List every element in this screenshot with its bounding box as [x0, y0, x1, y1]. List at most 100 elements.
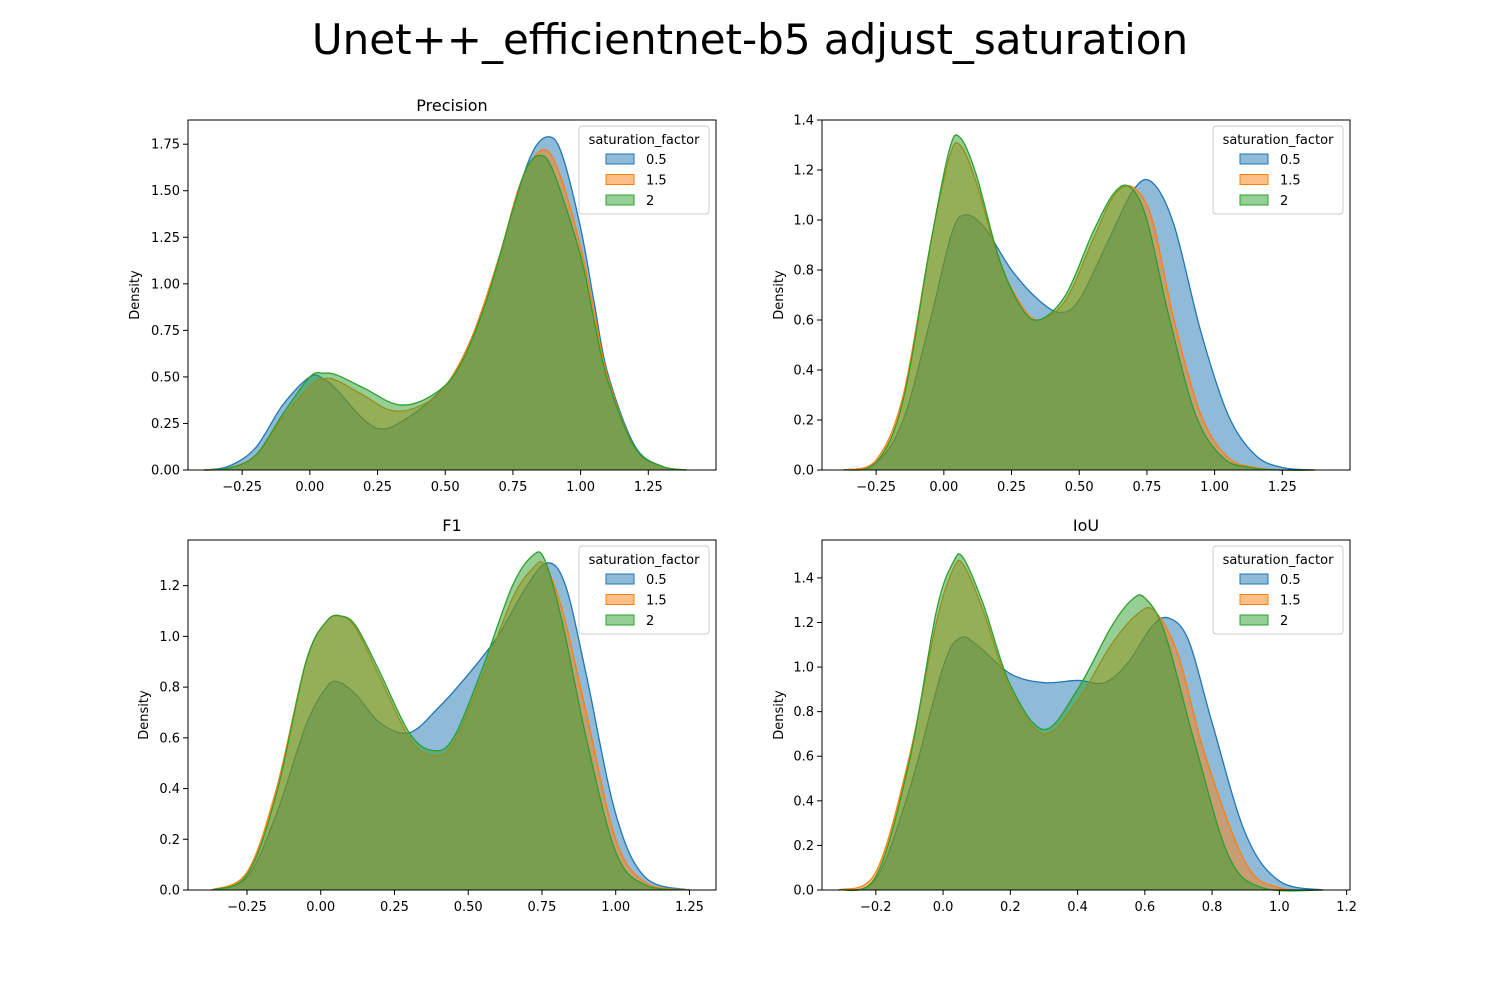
y-tick-label: 0.6	[793, 314, 814, 329]
y-tick-label: 0.00	[151, 464, 180, 479]
y-tick-label: 0.50	[151, 370, 180, 385]
x-tick-label: 1.00	[1200, 480, 1229, 495]
legend: saturation_factor 0.5 1.5 2	[1212, 545, 1344, 635]
legend-swatch-0.5	[605, 153, 635, 165]
y-tick-label: 1.0	[793, 214, 814, 229]
y-tick-label: 0.4	[793, 364, 814, 379]
series-line-2	[204, 154, 687, 471]
x-tick-label: 1.00	[601, 900, 630, 915]
y-tick-label: 0.8	[793, 264, 814, 279]
y-tick-label: 0.4	[159, 782, 180, 797]
legend-label-0.5: 0.5	[1280, 573, 1301, 588]
legend-label-1.5: 1.5	[1280, 594, 1301, 609]
legend-box	[578, 545, 710, 635]
series-area-2	[211, 551, 690, 890]
y-tick-label: 0.4	[793, 794, 814, 809]
y-tick-label: 0.2	[793, 414, 814, 429]
legend: saturation_factor 0.5 1.5 2	[1212, 125, 1344, 215]
series-area-2	[843, 134, 1315, 471]
legend-swatch-2	[1239, 194, 1269, 206]
x-tick-label: 0.50	[1065, 480, 1094, 495]
y-axis-label: Density	[128, 270, 143, 320]
y-axis-label: Density	[137, 690, 152, 740]
x-tick-label: 0.8	[1202, 900, 1223, 915]
legend-title: saturation_factor	[1223, 133, 1335, 148]
legend-box	[578, 125, 710, 215]
legend: saturation_factor 0.5 1.5 2	[578, 545, 710, 635]
series-line-2	[843, 134, 1315, 471]
legend-swatch-2	[1239, 614, 1269, 626]
x-tick-label: 0.00	[295, 480, 324, 495]
x-tick-label: 1.2	[1336, 900, 1357, 915]
series-line-2	[838, 553, 1324, 892]
x-tick-label: 1.25	[634, 480, 663, 495]
y-axis-label: Density	[772, 690, 787, 740]
chart-panel-3: −0.25 0.00 0.25 0.50 0.75 1.00 1.25 0.0 0.2 0.4 0.…	[137, 516, 717, 915]
legend-swatch-2	[605, 614, 635, 626]
panel-title: IoU	[1073, 516, 1099, 535]
x-tick-label: 0.75	[1132, 480, 1161, 495]
legend-label-1.5: 1.5	[646, 174, 667, 189]
x-tick-label: 0.0	[933, 900, 954, 915]
axes-frame	[187, 539, 717, 891]
x-tick-label: −0.2	[860, 900, 892, 915]
x-tick-label: 1.0	[1269, 900, 1290, 915]
y-tick-label: 0.6	[793, 750, 814, 765]
legend-title: saturation_factor	[589, 133, 701, 148]
legend-box	[1212, 125, 1344, 215]
y-tick-label: 0.75	[151, 324, 180, 339]
series-area-2	[838, 553, 1324, 891]
x-tick-label: −0.25	[227, 900, 267, 915]
x-tick-label: 0.25	[363, 480, 392, 495]
y-tick-label: 0.8	[159, 681, 180, 696]
y-tick-label: 1.2	[793, 164, 814, 179]
panels-container: −0.25 0.00 0.25 0.50 0.75 1.00 1.25 0.00 0.25 0.5…	[128, 96, 1357, 915]
x-tick-label: 0.00	[929, 480, 958, 495]
x-tick-label: 0.25	[380, 900, 409, 915]
x-tick-label: 1.25	[1268, 480, 1297, 495]
legend-swatch-0.5	[605, 573, 635, 585]
x-tick-label: 1.00	[566, 480, 595, 495]
y-tick-label: 1.2	[793, 616, 814, 631]
x-tick-label: −0.25	[856, 480, 896, 495]
x-tick-label: 0.6	[1135, 900, 1156, 915]
legend-swatch-0.5	[1239, 153, 1269, 165]
legend-title: saturation_factor	[1223, 553, 1335, 568]
y-tick-label: 0.0	[159, 884, 180, 899]
series-area-2	[204, 155, 687, 471]
series-line-2	[211, 551, 690, 891]
y-tick-label: 1.00	[151, 277, 180, 292]
y-tick-label: 0.6	[159, 731, 180, 746]
legend-swatch-0.5	[1239, 573, 1269, 585]
axes-frame	[821, 539, 1351, 891]
legend-label-1.5: 1.5	[646, 594, 667, 609]
x-tick-label: 0.2	[1000, 900, 1021, 915]
y-tick-label: 0.0	[793, 884, 814, 899]
legend-label-2: 2	[1280, 614, 1288, 629]
x-tick-label: 0.4	[1067, 900, 1088, 915]
chart-panel-4: −0.2 0.0 0.2 0.4 0.6 0.8 1.0 1.2 0.0 0.2 0.4 0.6 0.8…	[772, 516, 1357, 915]
legend-swatch-1.5	[1239, 174, 1269, 185]
legend-label-2: 2	[646, 194, 654, 209]
y-tick-label: 0.8	[793, 705, 814, 720]
panel-title: Precision	[416, 96, 487, 115]
legend-label-0.5: 0.5	[1280, 153, 1301, 168]
chart-panel-2: −0.25 0.00 0.25 0.50 0.75 1.00 1.25 0.0 0.2 0.4 0.…	[772, 114, 1351, 495]
y-tick-label: 0.0	[793, 464, 814, 479]
legend-box	[1212, 545, 1344, 635]
legend-label-2: 2	[646, 614, 654, 629]
y-tick-label: 1.75	[151, 138, 180, 153]
y-tick-label: 1.0	[793, 661, 814, 676]
y-tick-label: 1.0	[159, 630, 180, 645]
y-tick-label: 0.25	[151, 417, 180, 432]
panel-title: F1	[442, 516, 461, 535]
y-tick-label: 0.2	[793, 839, 814, 854]
y-tick-label: 0.2	[159, 833, 180, 848]
legend-swatch-2	[605, 194, 635, 206]
legend-swatch-1.5	[1239, 594, 1269, 605]
axes-frame	[821, 119, 1351, 471]
y-tick-label: 1.4	[793, 114, 814, 129]
x-tick-label: 0.75	[527, 900, 556, 915]
axes-frame	[187, 119, 717, 471]
